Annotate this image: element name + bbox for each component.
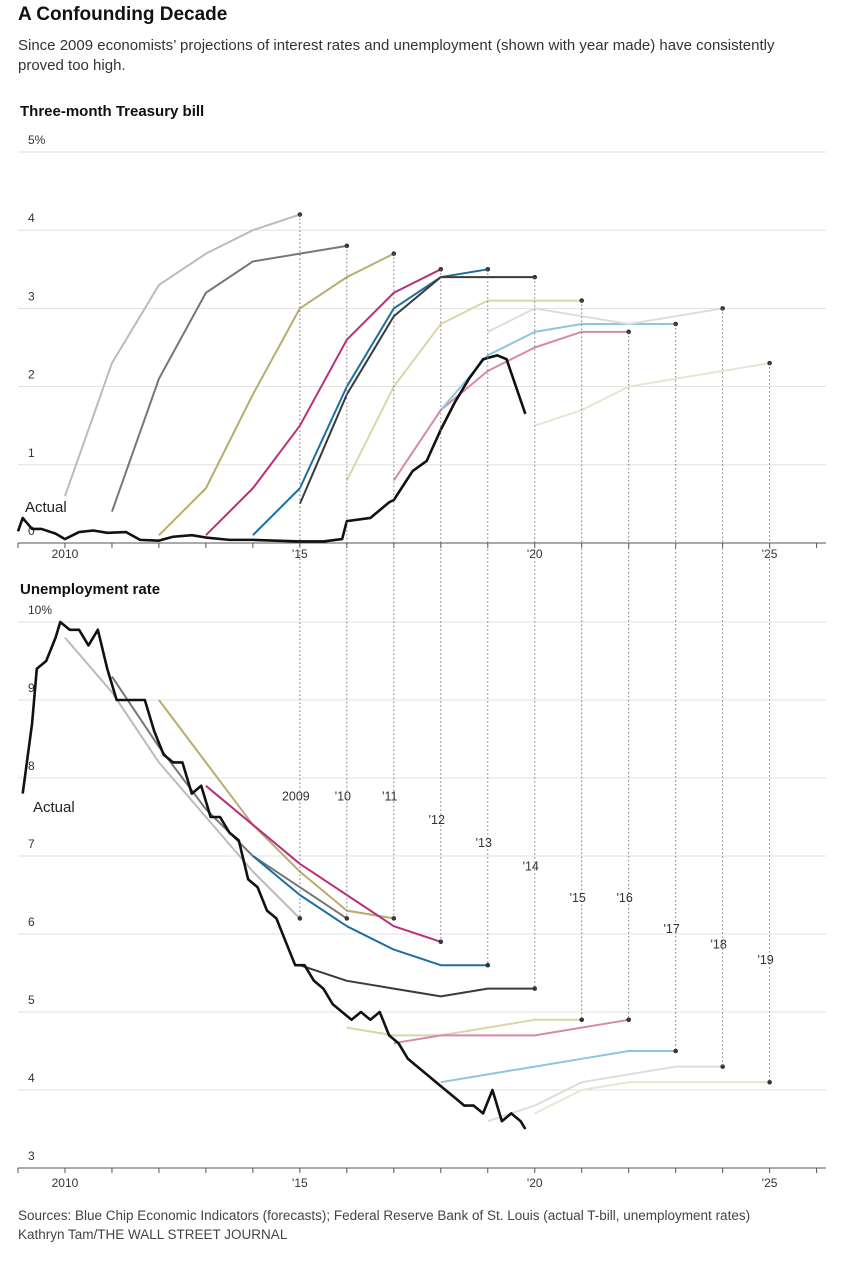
tbill-y-tick-label: 5% xyxy=(28,133,46,147)
unemp-forecast-endpoint-9 xyxy=(720,1064,725,1069)
forecast-year-label-10: '19 xyxy=(757,953,773,967)
unemp-forecast-endpoint-0 xyxy=(297,916,303,921)
unemp-x-tick-label: 2010 xyxy=(52,1176,79,1190)
tbill-x-tick-label: 2010 xyxy=(52,547,79,561)
forecast-year-label-8: '17 xyxy=(664,922,680,936)
unemp-y-tick-label: 5 xyxy=(28,993,35,1007)
tbill-forecast-line-6 xyxy=(345,299,582,481)
chart-footer: Sources: Blue Chip Economic Indicators (… xyxy=(18,1206,750,1244)
unemp-forecast-line-8 xyxy=(440,1050,676,1084)
forecast-year-label-0: 2009 xyxy=(282,789,310,803)
unemp-forecast-endpoint-5 xyxy=(532,986,538,991)
unemp-forecast-endpoint-10 xyxy=(767,1079,772,1085)
chart-subtitle: Since 2009 economists’ projections of in… xyxy=(18,37,775,74)
unemp-forecast-line-0 xyxy=(64,636,301,920)
unemp-y-tick-label: 7 xyxy=(28,837,35,851)
tbill-forecast-line-2 xyxy=(158,252,395,536)
unemp-forecast-line-9 xyxy=(487,1065,723,1123)
tbill-forecast-line-5 xyxy=(298,276,535,505)
unemp-forecast-endpoint-8 xyxy=(673,1048,678,1054)
tbill-actual-line xyxy=(16,354,527,543)
unemp-forecast-line-6 xyxy=(346,1018,582,1037)
tbill-forecast-line-9 xyxy=(487,307,723,333)
forecast-year-label-5: '14 xyxy=(523,860,539,874)
tbill-x-tick-label: '25 xyxy=(762,547,778,561)
unemp-y-tick-label: 9 xyxy=(28,681,35,695)
forecast-year-label-9: '18 xyxy=(711,938,727,952)
tbill-actual-label: Actual xyxy=(25,499,67,516)
tbill-forecast-line-7 xyxy=(392,330,629,481)
tbill-forecast-line-0 xyxy=(64,213,301,497)
unemp-x-tick-label: '15 xyxy=(292,1176,308,1190)
unemp-forecast-line-7 xyxy=(393,1018,629,1045)
unemp-forecast-line-4 xyxy=(252,855,488,967)
unemp-x-tick-label: '25 xyxy=(762,1176,778,1190)
tbill-y-tick-label: 4 xyxy=(28,211,35,225)
tbill-x-tick-label: '15 xyxy=(292,547,308,561)
unemp-forecast-endpoint-7 xyxy=(626,1017,631,1023)
tbill-y-tick-label: 3 xyxy=(28,289,35,303)
forecast-year-label-4: '13 xyxy=(476,836,492,850)
tbill-y-tick-label: 1 xyxy=(28,446,35,460)
unemp-forecast-line-10 xyxy=(534,1081,770,1115)
tbill-forecast-line-3 xyxy=(205,268,442,536)
unemp-forecast-endpoint-4 xyxy=(485,962,491,968)
forecast-year-label-2: '11 xyxy=(382,789,397,803)
unemp-forecast-line-2 xyxy=(158,699,394,920)
unemp-y-tick-label: 3 xyxy=(28,1149,35,1163)
sources-note: Sources: Blue Chip Economic Indicators (… xyxy=(18,1208,751,1223)
tbill-y-tick-label: 2 xyxy=(28,368,35,382)
unemp-y-tick-label: 8 xyxy=(28,759,35,773)
unemp-y-tick-label: 6 xyxy=(28,915,35,929)
unemp-forecast-endpoint-6 xyxy=(579,1017,585,1023)
unemp-forecast-line-5 xyxy=(299,964,535,998)
tbill-forecast-line-1 xyxy=(111,244,348,513)
tbill-y-tick-label: 0 xyxy=(28,524,35,538)
chart-canvas: Three-month Treasury bill 0 1 2 3 4 5% 2010 '15 '… xyxy=(16,103,826,1190)
unemp-actual-line xyxy=(21,620,527,1130)
forecast-year-label-7: '16 xyxy=(617,891,633,905)
unemp-y-tick-label: 4 xyxy=(28,1071,35,1085)
unemp-panel-title: Unemployment rate xyxy=(20,581,160,598)
chart-title: A Confounding Decade xyxy=(18,4,228,25)
tbill-forecast-line-10 xyxy=(534,362,770,427)
forecast-year-label-1: '10 xyxy=(335,789,351,803)
unemp-x-tick-label: '20 xyxy=(527,1176,543,1190)
credit-line: Kathryn Tam/THE WALL STREET JOURNAL xyxy=(18,1227,288,1242)
unemp-forecast-line-3 xyxy=(205,785,442,943)
tbill-forecast-line-4 xyxy=(252,268,488,536)
tbill-panel-title: Three-month Treasury bill xyxy=(20,103,204,120)
forecast-year-label-3: '12 xyxy=(429,813,445,827)
unemp-actual-label: Actual xyxy=(33,799,75,816)
forecast-year-label-6: '15 xyxy=(570,891,586,905)
unemp-y-tick-label: 10% xyxy=(28,603,52,617)
